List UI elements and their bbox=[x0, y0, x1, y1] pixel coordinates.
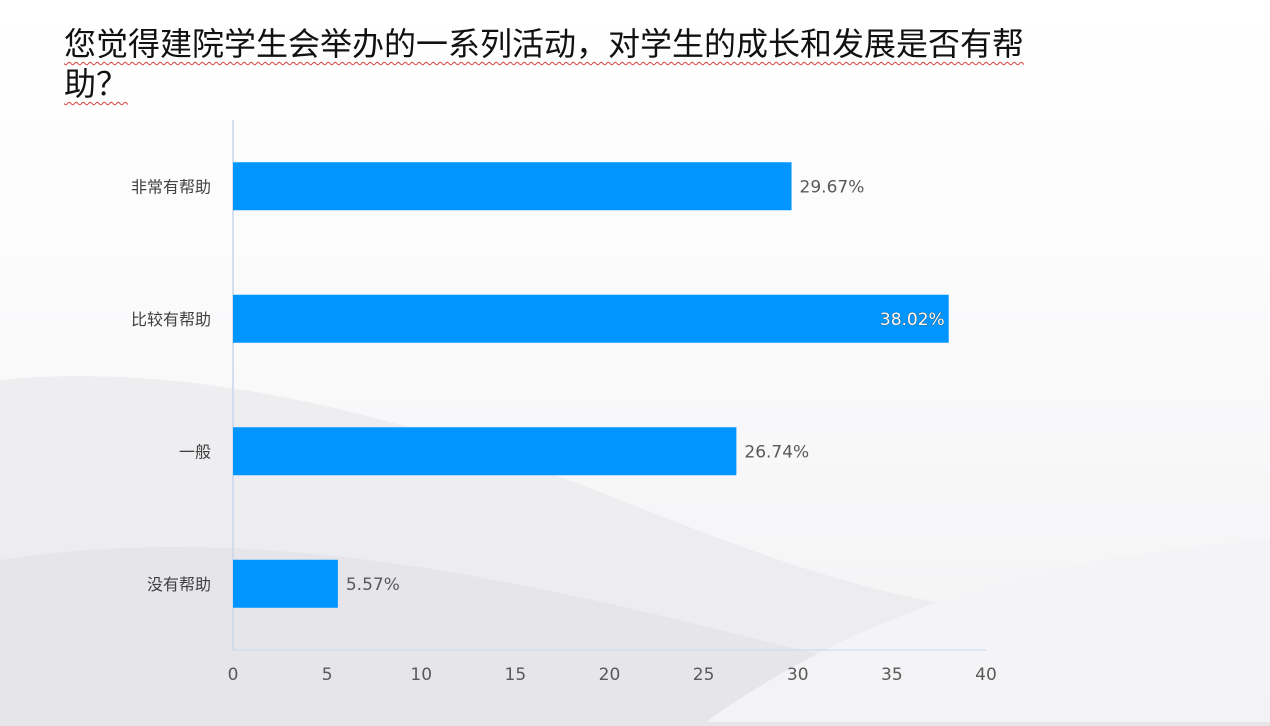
x-tick-label: 15 bbox=[505, 665, 527, 685]
slide-bottom-rule bbox=[0, 722, 1270, 726]
x-tick-label: 25 bbox=[693, 665, 715, 685]
category-label: 没有帮助 bbox=[147, 575, 211, 594]
x-tick-label: 20 bbox=[599, 665, 621, 685]
bar-2 bbox=[233, 294, 949, 343]
bar-4 bbox=[233, 559, 338, 608]
x-tick-label: 35 bbox=[881, 665, 903, 685]
category-label: 非常有帮助 bbox=[131, 177, 211, 196]
x-tick-label: 10 bbox=[410, 665, 432, 685]
x-tick-label: 40 bbox=[975, 665, 997, 685]
x-tick-label: 30 bbox=[787, 665, 809, 685]
data-label: 38.02% bbox=[880, 310, 945, 330]
data-label: 29.67% bbox=[800, 177, 865, 197]
bar-3 bbox=[233, 427, 737, 476]
x-tick-label: 5 bbox=[322, 665, 333, 685]
data-label: 26.74% bbox=[744, 442, 809, 462]
category-label: 一般 bbox=[179, 442, 211, 461]
slide-title: 您觉得建院学生会举办的一系列活动，对学生的成长和发展是否有帮助？ bbox=[64, 25, 1025, 103]
category-label: 比较有帮助 bbox=[131, 310, 211, 329]
data-label: 5.57% bbox=[346, 575, 400, 595]
x-tick-label: 0 bbox=[228, 665, 239, 685]
bar-1 bbox=[233, 162, 792, 211]
